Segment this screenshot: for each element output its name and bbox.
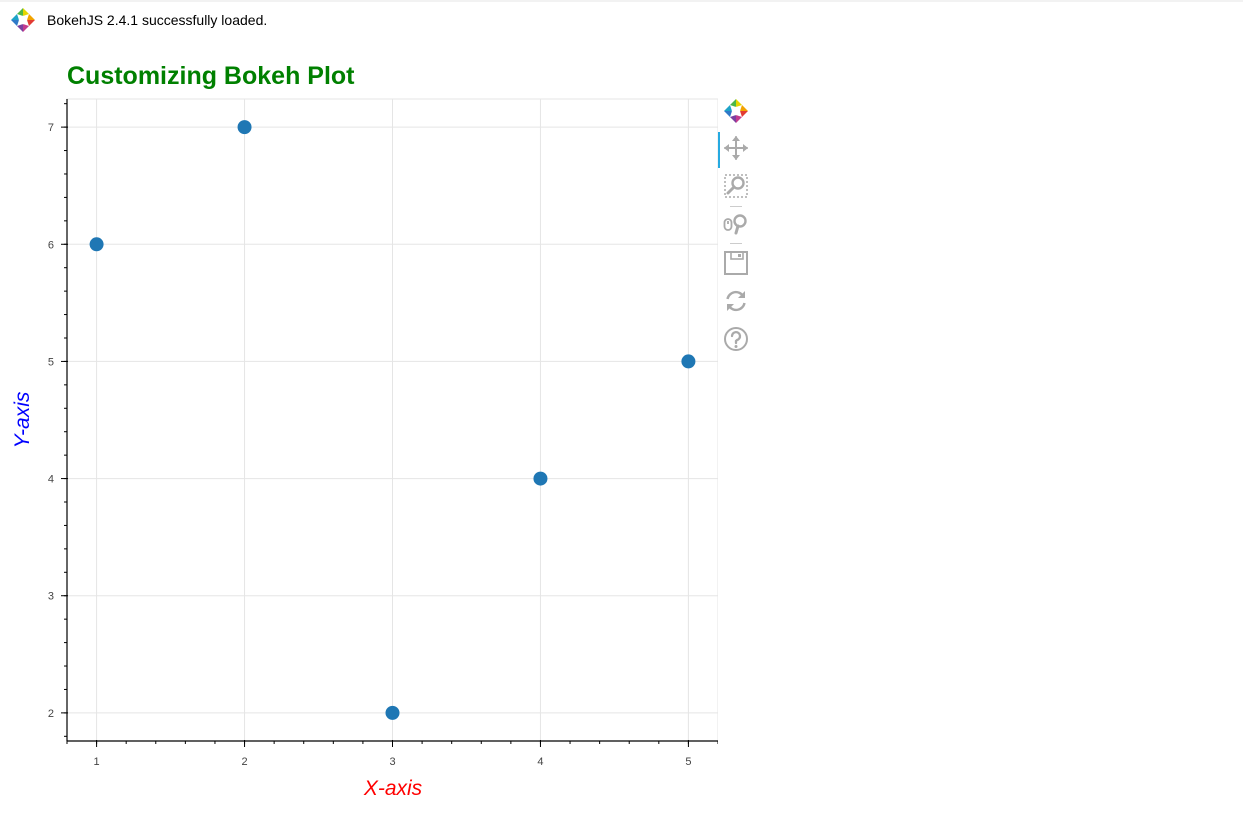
bokeh-load-banner: BokehJS 2.4.1 successfully loaded. (10, 7, 267, 33)
y-tick-label: 3 (48, 591, 54, 603)
x-tick-label: 5 (685, 756, 691, 768)
wheel-zoom-icon (723, 214, 747, 235)
y-tick-label: 6 (48, 239, 54, 251)
scatter-plot[interactable]: 1 2 3 4 5 2 3 4 5 6 7 X-axis Y-axis (0, 0, 718, 817)
y-tick-label: 4 (48, 474, 54, 486)
bokeh-logo-icon (724, 99, 748, 123)
pan-icon (724, 136, 748, 160)
save-icon (724, 251, 748, 275)
data-points (89, 120, 696, 720)
pan-tool-button[interactable] (718, 130, 754, 168)
bokeh-logo-link[interactable] (718, 93, 754, 129)
y-tick-label: 7 (48, 122, 54, 134)
scatter-point (237, 120, 252, 135)
reset-icon (726, 290, 746, 312)
reset-tool-button[interactable] (718, 283, 754, 319)
scatter-point (681, 354, 696, 369)
x-tick-label: 3 (389, 756, 395, 768)
toolbar-separator (730, 243, 742, 244)
y-axis-label: Y-axis (11, 391, 34, 448)
toolbar-separator (730, 206, 742, 207)
x-axis-label: X-axis (363, 777, 423, 800)
page-top-border (0, 0, 1243, 2)
wheel-zoom-tool-button[interactable] (718, 206, 754, 242)
x-tick-label: 1 (94, 756, 100, 768)
help-tool-button[interactable] (718, 321, 754, 357)
scatter-point (533, 471, 548, 486)
axes: 1 2 3 4 5 2 3 4 5 6 7 (48, 99, 718, 768)
grid-lines (67, 99, 718, 741)
scatter-point (89, 237, 104, 252)
bokeh-logo-icon (11, 8, 35, 32)
box-zoom-tool-button[interactable] (718, 168, 754, 204)
plot-title: Customizing Bokeh Plot (67, 62, 355, 90)
box-zoom-icon (724, 174, 748, 198)
x-tick-label: 4 (537, 756, 543, 768)
scatter-point (385, 705, 400, 720)
y-tick-label: 2 (48, 708, 54, 720)
save-tool-button[interactable] (718, 245, 754, 281)
y-tick-label: 5 (48, 356, 54, 368)
load-status-text: BokehJS 2.4.1 successfully loaded. (47, 12, 268, 28)
x-tick-label: 2 (241, 756, 247, 768)
help-icon (724, 327, 748, 351)
